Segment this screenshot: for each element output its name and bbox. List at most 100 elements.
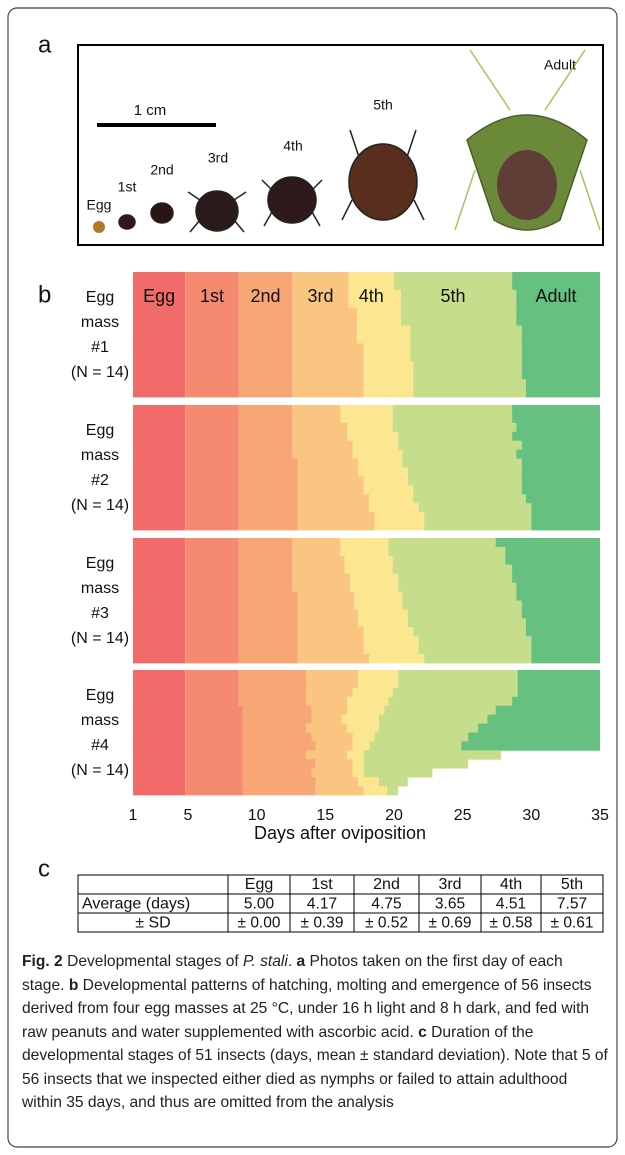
group-label: mass (81, 580, 119, 597)
stage-bar (512, 280, 600, 291)
stage-bar (378, 777, 408, 787)
stage-bar (424, 654, 532, 664)
stage-bar (363, 388, 414, 398)
stage-bar (418, 645, 532, 655)
stage-bar (521, 600, 600, 610)
stage-bar (238, 609, 298, 619)
stage-bar (185, 280, 239, 291)
stage-bar (347, 750, 364, 760)
stage-bar (133, 670, 186, 680)
group-label: (N = 14) (71, 762, 129, 779)
group-label: Egg (86, 289, 114, 306)
x-tick-label: 25 (454, 807, 472, 824)
stage-bar (306, 687, 353, 698)
stage-bar (398, 431, 513, 442)
stage-bar (347, 696, 389, 707)
stage-bar (384, 705, 496, 716)
stage-bar (392, 687, 518, 698)
stage-bar (185, 627, 239, 637)
caption: Fig. 2 Developmental stages of P. stali.… (22, 950, 608, 1115)
stage-bar (133, 678, 186, 689)
stage-bar (185, 370, 239, 380)
stage-bar (348, 298, 401, 309)
stage-bar (133, 280, 186, 291)
stage-bar (133, 573, 186, 584)
stage-bar (238, 352, 293, 362)
stage-bar (521, 440, 600, 451)
stage-bar (133, 555, 186, 566)
stage-bar (292, 325, 357, 335)
stage-bar (133, 307, 186, 318)
stage-bar (292, 449, 353, 459)
stage-bar (358, 670, 399, 680)
stage-bar (238, 555, 293, 566)
stage-bar (311, 714, 342, 724)
stage-bar (185, 600, 239, 610)
fig-label: Fig. 2 (22, 953, 63, 970)
stage-bar (238, 503, 298, 513)
stage-bar (393, 280, 513, 291)
stage-bar (517, 678, 600, 689)
stage-bar (238, 512, 298, 522)
stage-bar (356, 307, 401, 318)
stage-bar (352, 768, 364, 778)
stage-bar (133, 777, 186, 787)
stage-bar (292, 343, 364, 353)
stage-label: 5th (441, 286, 466, 306)
panel-label: c (38, 855, 50, 882)
stage-bar (516, 449, 600, 459)
stage-label: Egg (143, 286, 175, 306)
stage-bar (392, 413, 513, 424)
stage-bar (413, 370, 522, 380)
stage-bar (352, 440, 399, 451)
x-tick-label: 30 (522, 807, 540, 824)
stage-bar (344, 564, 393, 575)
stage-bar (185, 467, 239, 477)
x-tick-label: 1 (129, 807, 138, 824)
stage-bar (424, 521, 532, 531)
stage-bar (133, 618, 186, 628)
stage-bar (516, 289, 600, 300)
caption-text: Developmental patterns of hatching, molt… (22, 976, 592, 1041)
stage-label: 1st (200, 286, 224, 306)
stage-bar (185, 521, 239, 531)
stage-bar (133, 741, 186, 751)
stage-bar (398, 582, 517, 592)
stage-bar (402, 600, 522, 610)
stage-bar (400, 307, 517, 318)
stage-bar (238, 289, 293, 300)
table-cell: ± 0.61 (551, 915, 594, 932)
stage-bar (487, 714, 600, 724)
stage-bar (347, 422, 393, 433)
table-cell: 3.65 (435, 896, 465, 913)
caption-text: Developmental stages of (62, 953, 244, 970)
stage-bar (133, 768, 186, 778)
stage-bar (512, 431, 600, 442)
stage-bar (369, 654, 425, 664)
stage-bar (356, 316, 401, 326)
x-tick-label: 5 (183, 807, 192, 824)
stage-bar (369, 503, 419, 513)
stage-bar (402, 449, 517, 459)
stage-bar (363, 768, 433, 778)
stage-bar (402, 458, 522, 468)
table-cell: ± 0.00 (238, 915, 281, 932)
table-cell: 5.00 (244, 896, 275, 913)
stage-bar (340, 546, 389, 557)
stage-bar (185, 485, 239, 495)
stage-bar (413, 494, 526, 504)
group-label: mass (81, 447, 119, 464)
stage-bar (410, 325, 522, 335)
stage-bar (133, 636, 186, 646)
stage-bar (133, 476, 186, 486)
caption-text: Duration of the developmental stages of … (22, 1023, 608, 1112)
stage-bar (363, 352, 411, 362)
stage-bar (238, 564, 293, 575)
stage-bar (185, 609, 239, 619)
stage-bar (133, 696, 186, 707)
stage-bar (521, 467, 600, 477)
stage-photo-label: 3rd (208, 150, 228, 166)
stage-bar (185, 705, 243, 716)
stage-bar (505, 546, 600, 557)
stage-bar (356, 334, 411, 344)
